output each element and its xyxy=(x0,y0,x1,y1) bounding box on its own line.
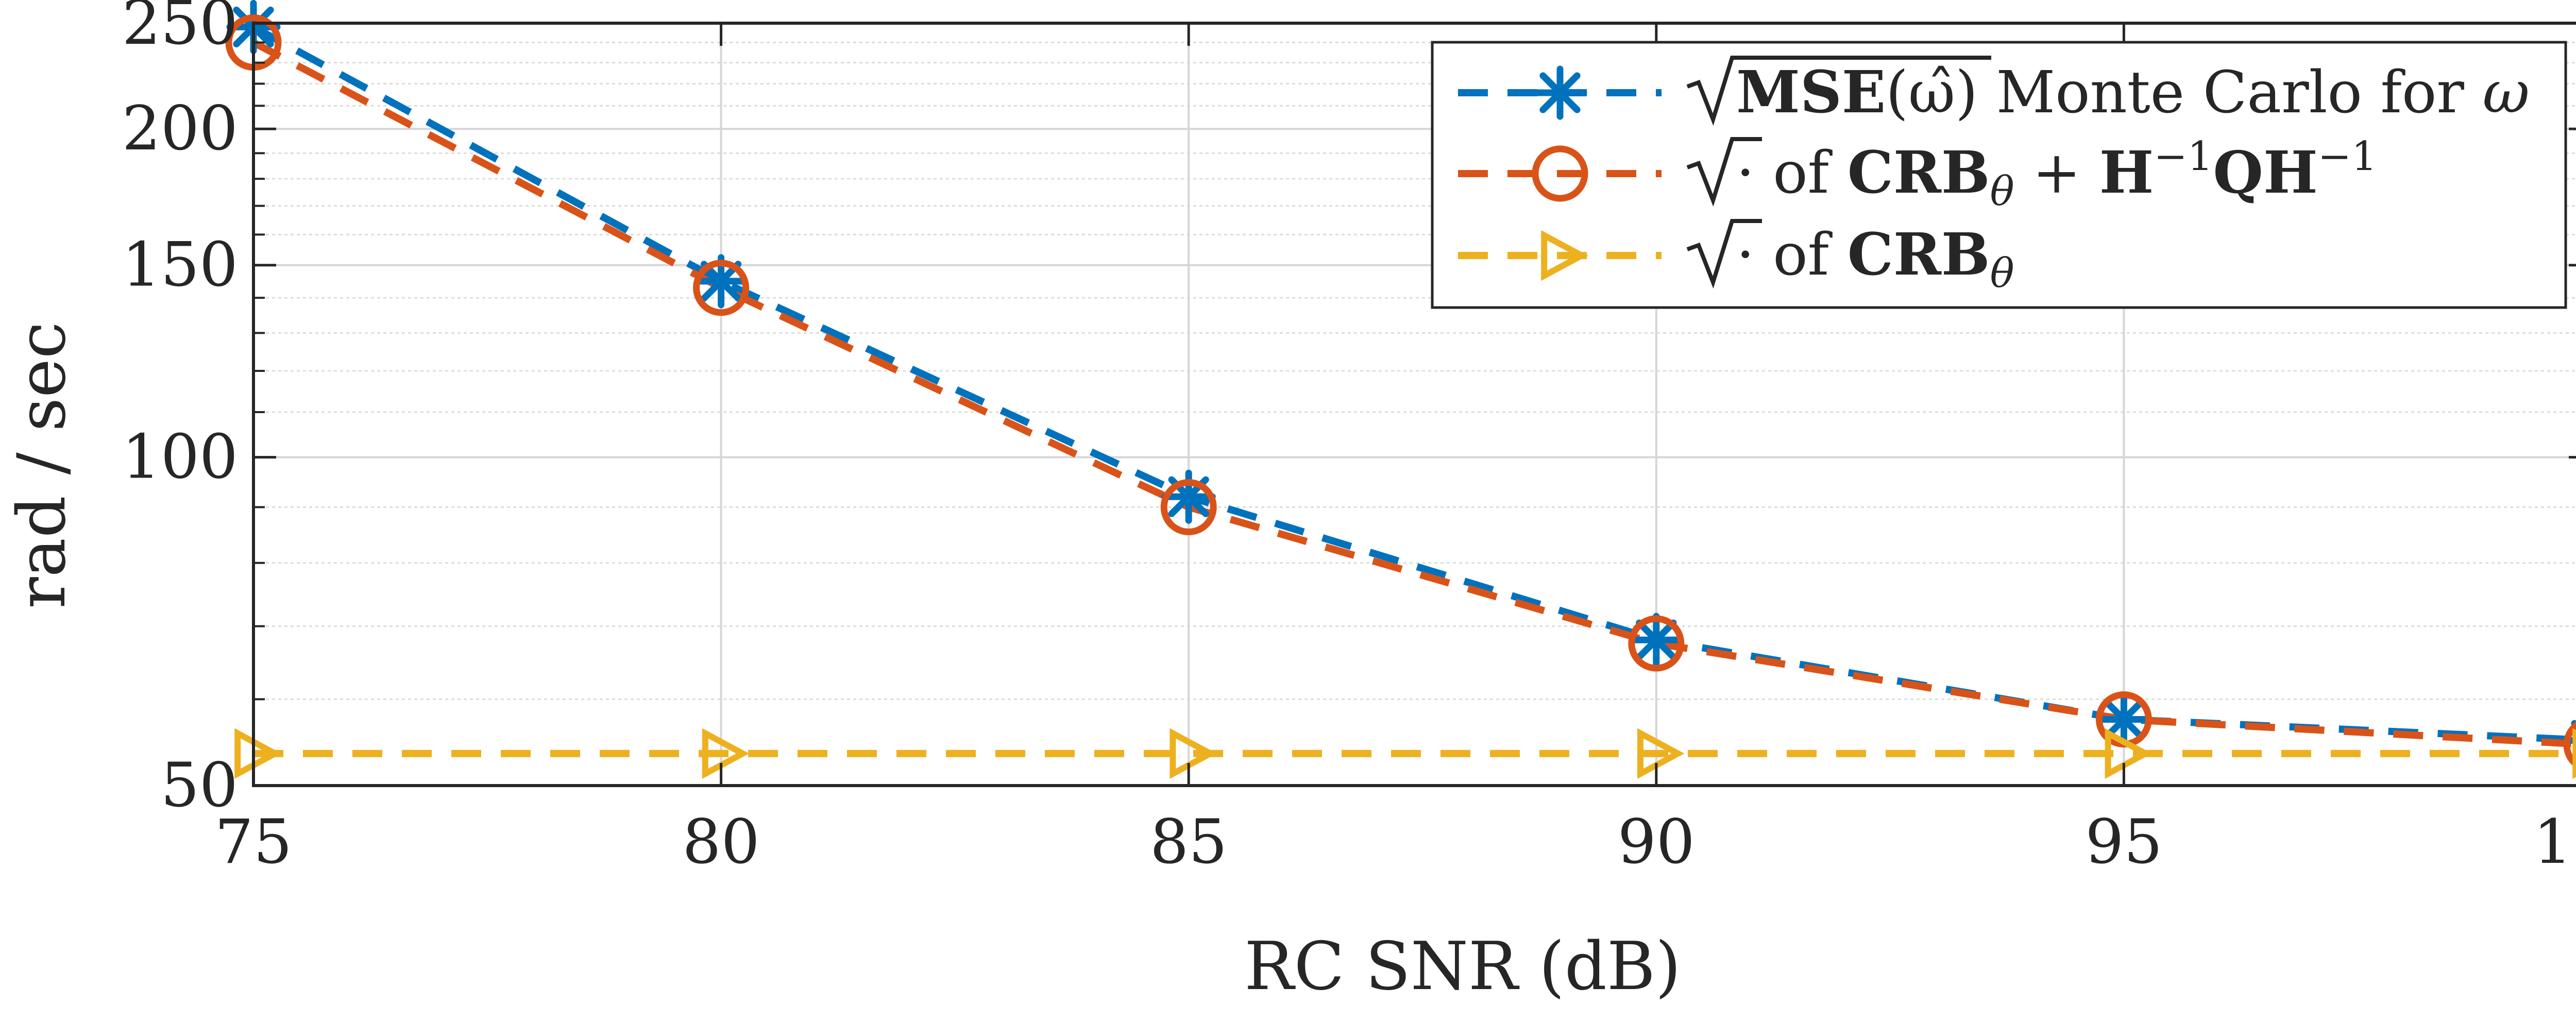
y-tick-label: 150 xyxy=(122,229,238,300)
data-point-series-1 xyxy=(1629,612,1684,667)
data-point-series-3 xyxy=(234,728,282,779)
plot-area-frame xyxy=(252,22,2576,787)
data-point-series-2 xyxy=(693,260,750,316)
legend: MSE(ω̂) Monte Carlo for ω · of CRBθ + H−… xyxy=(1431,41,2567,309)
legend-entry-3: · of CRBθ xyxy=(1736,221,2014,297)
legend-marker-series-3 xyxy=(1541,230,1588,281)
series-layer xyxy=(225,0,2576,779)
data-point-series-3 xyxy=(2572,728,2576,779)
legend-entry-1: MSE(ω̂) Monte Carlo for ω xyxy=(1736,59,2530,126)
y-tick-label: 100 xyxy=(122,421,238,492)
legend-entry-2: · of CRBθ + H−1QH−1 xyxy=(1736,133,2377,215)
x-tick-label: 85 xyxy=(1150,806,1227,877)
data-point-series-3 xyxy=(2105,728,2153,779)
axes-layer: 50 100 150 200 250 75 80 85 90 95 100 xyxy=(122,0,2576,877)
data-point-series-2 xyxy=(1160,479,1217,535)
legend-marker-shape-1 xyxy=(1533,65,1587,120)
data-point-series-3 xyxy=(702,728,750,779)
y-tick-label: 250 xyxy=(122,0,238,58)
data-point-series-2 xyxy=(1628,615,1685,672)
data-point-series-2 xyxy=(2563,721,2576,769)
sqrt-sign-1 xyxy=(1686,56,1991,126)
y-tick-label: 200 xyxy=(122,93,238,164)
x-axis-title: RC SNR (dB) xyxy=(1244,928,1681,1005)
sqrt-sign-2 xyxy=(1686,137,1762,207)
legend-marker-shape-2 xyxy=(1532,145,1588,202)
x-tick-label: 95 xyxy=(2085,806,2162,877)
x-tick-label: 80 xyxy=(683,806,760,877)
legend-marker-shape-3 xyxy=(1541,230,1588,281)
x-tick-label: 75 xyxy=(215,806,292,877)
x-tick-label: 100 xyxy=(2533,806,2576,877)
y-tick-label: 50 xyxy=(161,750,238,821)
series-line-2 xyxy=(251,39,2576,748)
legend-marker-series-2 xyxy=(1532,145,1588,202)
y-axis-title: rad / sec xyxy=(4,321,80,608)
data-point-series-3 xyxy=(1637,728,1685,779)
sqrt-sign-3 xyxy=(1686,219,1762,289)
legend-marker-series-1 xyxy=(1533,65,1587,120)
x-tick-label: 90 xyxy=(1618,806,1695,877)
data-point-series-1 xyxy=(2096,692,2151,746)
data-point-series-3 xyxy=(1170,728,1217,779)
